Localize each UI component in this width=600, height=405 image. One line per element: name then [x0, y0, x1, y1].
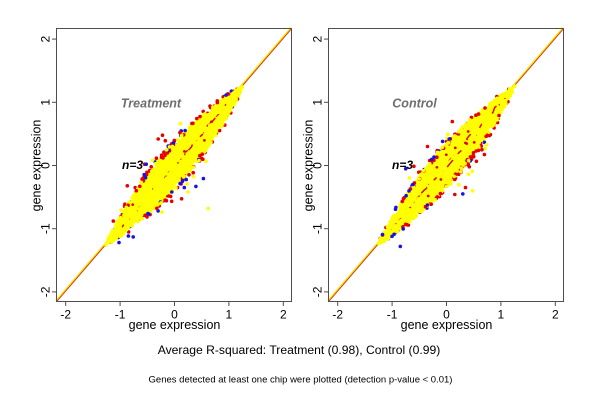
svg-text:-2: -2 [60, 308, 71, 322]
svg-text:-2: -2 [311, 286, 325, 297]
svg-text:-1: -1 [115, 308, 126, 322]
svg-text:2: 2 [280, 308, 287, 322]
svg-text:gene expression: gene expression [302, 120, 316, 212]
svg-text:2: 2 [311, 35, 325, 42]
svg-text:1: 1 [226, 308, 233, 322]
svg-text:gene expression: gene expression [401, 318, 493, 332]
svg-text:0: 0 [311, 162, 325, 169]
svg-text:-2: -2 [332, 308, 343, 322]
svg-text:gene expression: gene expression [30, 120, 44, 212]
svg-text:n=3: n=3 [122, 158, 143, 172]
svg-text:1: 1 [498, 308, 505, 322]
svg-text:1: 1 [39, 99, 53, 106]
svg-text:Control: Control [392, 97, 437, 111]
svg-text:Genes detected at least one ch: Genes detected at least one chip were pl… [149, 375, 453, 386]
svg-text:-2: -2 [39, 286, 53, 297]
svg-text:0: 0 [39, 162, 53, 169]
svg-text:0: 0 [171, 308, 178, 322]
svg-text:Treatment: Treatment [121, 97, 182, 111]
svg-text:Average R-squared: Treatment (: Average R-squared: Treatment (0.98), Con… [158, 343, 441, 357]
svg-text:0: 0 [443, 308, 450, 322]
svg-text:n=3: n=3 [392, 158, 413, 172]
svg-text:2: 2 [552, 308, 559, 322]
svg-text:-1: -1 [311, 223, 325, 234]
svg-text:-1: -1 [387, 308, 398, 322]
svg-text:gene expression: gene expression [129, 318, 221, 332]
svg-text:-1: -1 [39, 223, 53, 234]
svg-text:2: 2 [39, 35, 53, 42]
svg-text:1: 1 [311, 99, 325, 106]
